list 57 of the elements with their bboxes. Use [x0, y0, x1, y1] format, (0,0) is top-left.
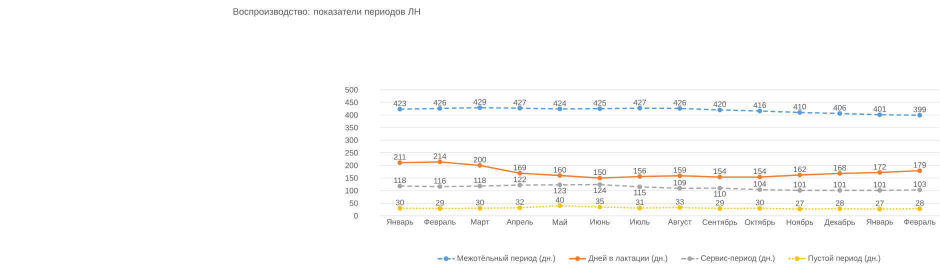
point — [438, 184, 442, 189]
point — [438, 106, 442, 111]
point — [677, 173, 682, 178]
point — [398, 106, 402, 112]
point — [717, 174, 722, 180]
point — [917, 168, 922, 174]
point — [797, 172, 802, 178]
point — [597, 176, 602, 180]
point — [597, 204, 602, 210]
point — [478, 206, 482, 211]
point — [478, 184, 482, 188]
point — [797, 188, 802, 193]
point — [677, 106, 682, 111]
point — [757, 206, 762, 211]
point — [677, 205, 682, 210]
point — [797, 110, 802, 115]
point — [597, 182, 602, 187]
point — [837, 206, 842, 212]
point — [557, 182, 562, 188]
point — [637, 206, 642, 210]
point — [478, 105, 482, 110]
point — [637, 106, 642, 111]
point — [557, 203, 562, 208]
point — [717, 186, 722, 190]
point — [757, 187, 762, 192]
point — [837, 188, 842, 193]
point — [597, 106, 602, 112]
point — [398, 160, 402, 166]
point — [877, 206, 882, 212]
point — [917, 188, 922, 192]
point — [398, 184, 402, 188]
point — [917, 112, 922, 118]
point — [837, 111, 842, 116]
point — [717, 108, 722, 112]
point — [677, 186, 682, 191]
point — [438, 160, 442, 164]
point — [557, 106, 562, 112]
point — [398, 206, 402, 211]
point — [517, 106, 522, 111]
point — [517, 170, 522, 176]
point — [717, 206, 722, 211]
point — [637, 174, 642, 179]
point — [757, 108, 762, 114]
point — [517, 182, 522, 188]
point — [877, 112, 882, 118]
point — [797, 206, 802, 212]
chart-title: Воспроизводство: показатели периодов ЛН — [234, 8, 420, 17]
point — [877, 188, 882, 193]
point — [517, 205, 522, 210]
point — [637, 184, 642, 190]
point — [917, 206, 922, 212]
point — [837, 171, 842, 176]
point — [557, 173, 562, 178]
point — [757, 174, 762, 180]
point — [478, 163, 482, 168]
point — [877, 170, 882, 175]
point — [438, 206, 442, 211]
